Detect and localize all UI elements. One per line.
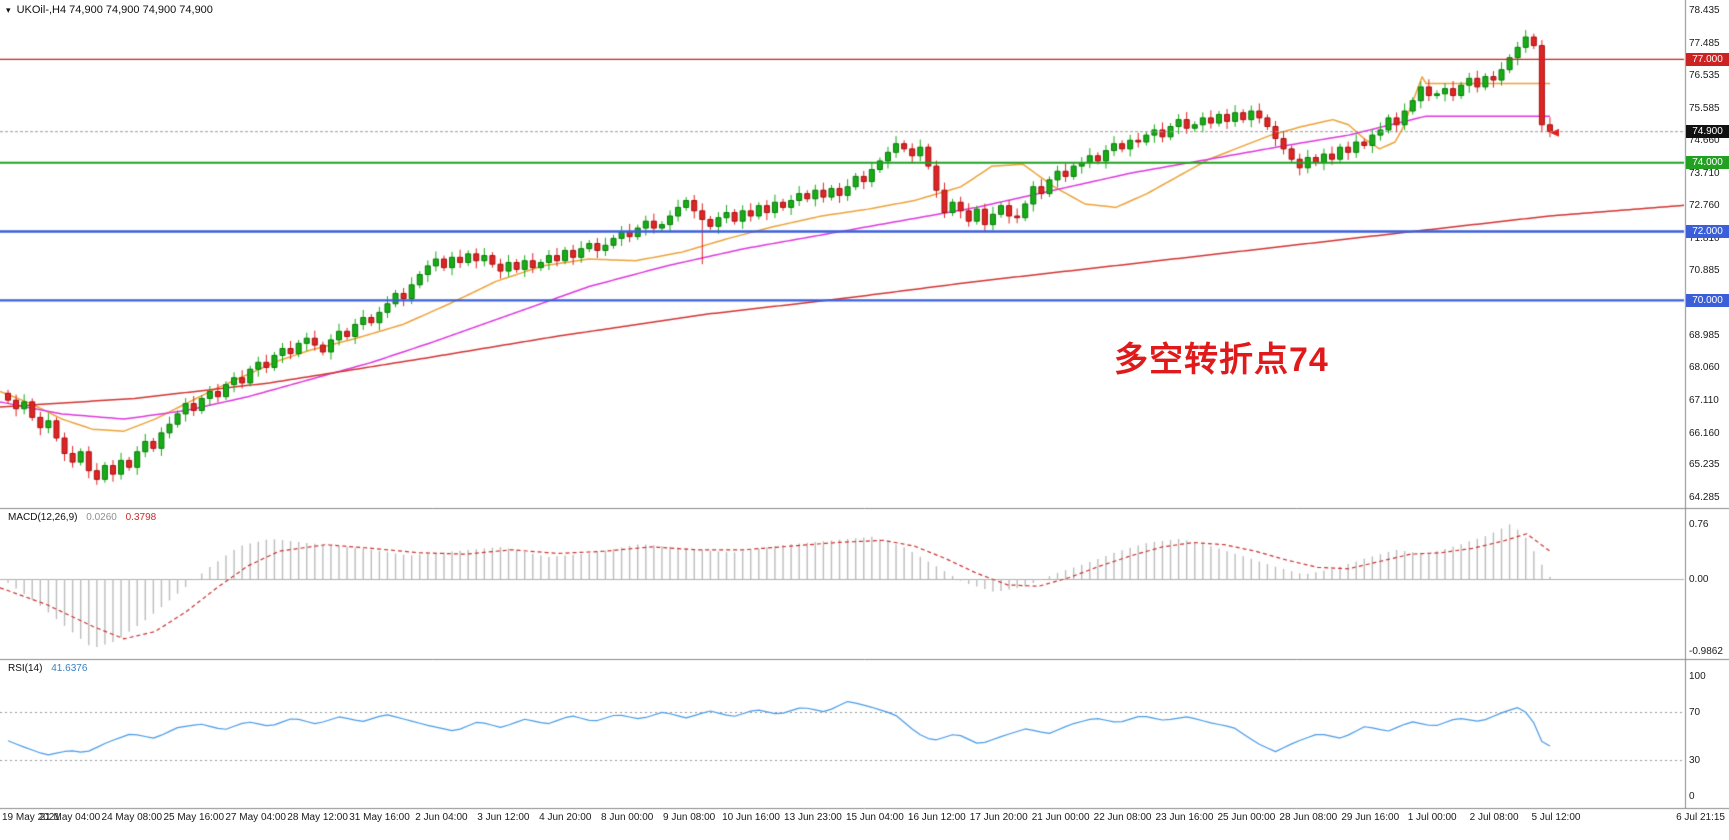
time-axis-label: 25 May 16:00 [163,812,225,823]
rsi-value: 41.6376 [51,663,88,674]
price-axis-label: 64.285 [1689,492,1720,504]
price-axis-label: 70.885 [1689,264,1720,276]
time-axis-label: 21 May 04:00 [39,812,101,823]
time-axis-label: 9 Jun 08:00 [662,812,716,823]
chart-annotation-text[interactable]: 多空转折点74 [1114,341,1329,379]
price-axis-label: 72.760 [1689,200,1720,212]
time-axis-label: 29 Jun 16:00 [1341,812,1400,823]
rsi-axis-label: 0 [1689,791,1695,802]
price-axis-label: 66.160 [1689,427,1720,439]
rsi-name: RSI(14) [8,663,43,674]
macd-main-value: 0.0260 [86,512,117,523]
time-axis-label: 24 May 08:00 [101,812,163,823]
time-axis-label: 28 May 12:00 [287,812,348,823]
symbol-name: UKOil-,H4 [16,4,67,16]
price-axis-label: 78.435 [1689,5,1720,16]
price-tag-77000: 77.000 [1686,52,1729,66]
time-axis-label: 22 Jun 08:00 [1093,812,1152,823]
macd-axis-label: 0.00 [1689,574,1709,585]
time-axis-label: 21 Jun 00:00 [1031,812,1090,823]
macd-axis-label: -0.9862 [1689,645,1723,657]
time-axis-label: 2 Jun 04:00 [415,812,468,823]
price-axis-label: 68.985 [1689,330,1720,342]
time-axis-label: 5 Jul 12:00 [1531,812,1581,823]
rsi-indicator-label: RSI(14) 41.6376 [8,663,87,674]
time-axis-label: 2 Jul 08:00 [1469,812,1519,823]
time-axis-label: 6 Jul 21:15 [1676,812,1725,823]
price-axis-label: 75.585 [1689,103,1720,115]
time-axis-label: 8 Jun 00:00 [601,812,654,823]
current-price-tag: 74.900 [1686,125,1729,139]
time-axis-label: 31 May 16:00 [349,812,410,823]
time-axis-label: 27 May 04:00 [225,812,286,823]
time-axis-label: 16 Jun 12:00 [907,812,966,823]
time-axis-label: 17 Jun 20:00 [969,812,1028,823]
symbol-ohlc-values: 74,900 74,900 74,900 74,900 [69,4,213,16]
time-axis-label: 13 Jun 23:00 [784,812,842,823]
macd-name: MACD(12,26,9) [8,512,78,523]
price-axis-label: 71.810 [1689,233,1720,245]
macd-axis-label: 0.76 [1689,518,1709,530]
symbol-marker-icon: ▾ [6,5,11,15]
price-axis-label: 76.535 [1689,70,1720,82]
time-axis-label: 1 Jul 00:00 [1407,812,1457,823]
price-tag-72000: 72.000 [1686,224,1729,238]
rsi-axis-label: 100 [1689,671,1706,682]
price-axis-label: 77.485 [1689,37,1720,49]
time-axis-label: 19 May 2021 [2,812,60,823]
price-axis-label: 68.060 [1689,362,1720,374]
macd-signal-value: 0.3798 [125,512,157,523]
price-axis[interactable]: 78.435 77.485 76.535 75.585 74.660 73.710 72.7… [1686,0,1729,808]
price-axis-label: 73.710 [1689,167,1720,179]
time-axis-label: 10 Jun 16:00 [722,812,780,823]
symbol-ohlc-label: ▾ UKOil-,H4 74,900 74,900 74,900 74,900 [6,4,213,16]
time-axis[interactable]: 19 May 2021 21 May 04:00 24 May 08:00 25 Ma… [0,812,1729,830]
price-tag-74000: 74.000 [1686,156,1729,170]
price-tag-70000: 70.000 [1686,293,1729,307]
rsi-axis-label: 70 [1689,707,1701,718]
rsi-axis-label: 30 [1689,755,1701,766]
time-axis-label: 15 Jun 04:00 [845,812,904,823]
price-axis-label: 65.235 [1689,459,1720,471]
macd-indicator-label: MACD(12,26,9) 0.0260 0.3798 [8,512,156,523]
time-axis-label: 25 Jun 00:00 [1217,812,1276,823]
time-axis-label: 4 Jun 20:00 [539,812,592,823]
time-axis-label: 23 Jun 16:00 [1155,812,1214,823]
time-axis-label: 3 Jun 12:00 [477,812,530,823]
price-axis-label: 74.660 [1689,134,1720,146]
price-axis-label: 67.110 [1689,394,1719,406]
time-axis-label: 28 Jun 08:00 [1279,812,1338,823]
